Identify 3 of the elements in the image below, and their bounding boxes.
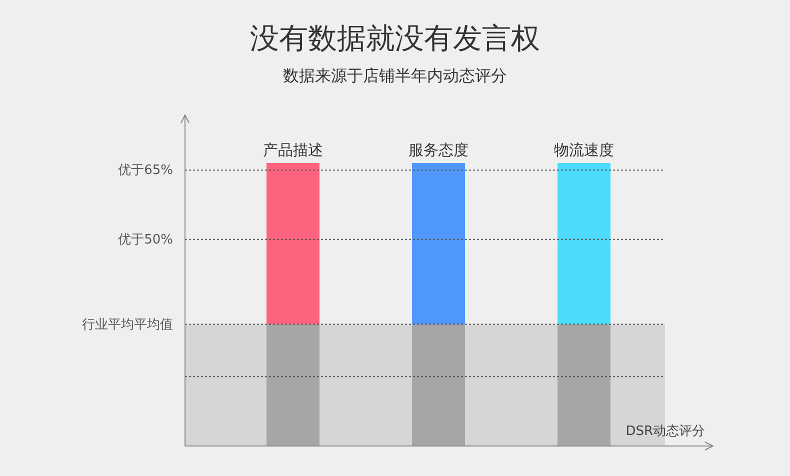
title: 没有数据就没有发言权 [250, 21, 540, 55]
xlabel: DSR动态评分 [626, 424, 705, 439]
subtitle: 数据来源于店铺半年内动态评分 [283, 66, 507, 85]
